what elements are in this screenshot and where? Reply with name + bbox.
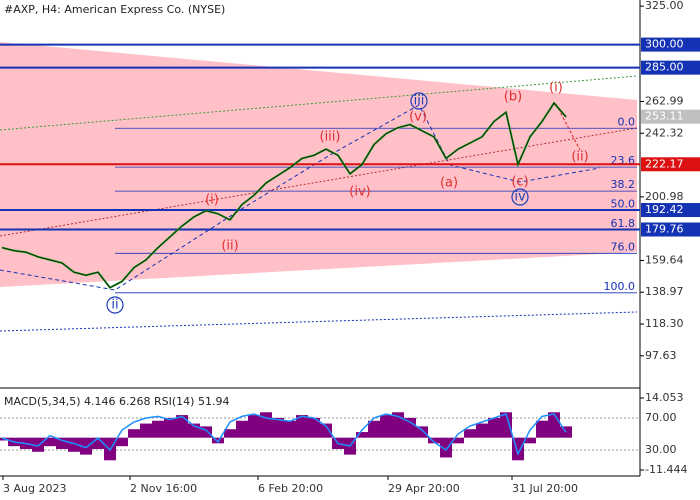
level-box	[641, 203, 700, 218]
y-tick-label: 138.97	[645, 285, 684, 298]
macd-bar	[236, 420, 248, 438]
macd-bar	[368, 420, 380, 438]
y-tick-label: 325.00	[645, 0, 684, 12]
rsi-tick-label: 30.00	[645, 443, 677, 456]
wave-circle	[410, 92, 428, 110]
fib-label: 61.8	[611, 217, 636, 230]
wave-label: (i)	[549, 81, 563, 96]
wave-label: (i)	[205, 193, 219, 208]
wave-label: (iv)	[349, 185, 370, 200]
macd-bar	[116, 437, 128, 447]
macd-tick-label: -11.444	[645, 463, 687, 476]
wave-label: (c)	[511, 175, 528, 190]
macd-bar	[488, 417, 500, 438]
macd-bar	[44, 437, 56, 447]
indicator-label: MACD(5,34,5) 4.146 6.268 RSI(14) 51.94	[4, 395, 229, 408]
x-tick-label: 29 Apr 20:00	[388, 482, 460, 495]
y-tick-label: 242.32	[645, 126, 684, 139]
macd-bar	[140, 423, 152, 438]
x-tick-label: 6 Feb 20:00	[258, 482, 323, 495]
fib-label: 76.0	[611, 240, 636, 253]
fib-label: 50.0	[611, 198, 636, 211]
y-tick-label: 200.98	[645, 190, 684, 203]
macd-bar	[476, 423, 488, 438]
macd-bar	[404, 417, 416, 438]
level-box	[641, 222, 700, 237]
macd-bar	[164, 417, 176, 438]
macd-bar	[176, 415, 188, 438]
level-label: 300.00	[645, 38, 684, 51]
level-label: 179.76	[645, 223, 684, 236]
macd-bar	[308, 417, 320, 438]
macd-bar	[128, 429, 140, 438]
level-label: 192.42	[645, 203, 684, 216]
y-tick-label: 262.99	[645, 95, 684, 108]
macd-bar	[536, 420, 548, 438]
level-label: 285.00	[645, 61, 684, 74]
macd-bar	[200, 426, 212, 438]
wave-label: (v)	[409, 110, 427, 125]
level-box	[641, 157, 700, 172]
wave-label: (iii)	[320, 130, 341, 145]
fib-label: 100.0	[604, 280, 636, 293]
x-tick-label: 2 Nov 16:00	[130, 482, 197, 495]
macd-bar	[296, 415, 308, 438]
macd-bar	[152, 420, 164, 438]
macd-bar	[452, 437, 464, 444]
wave-line	[0, 104, 601, 291]
macd-bar	[92, 437, 104, 449]
macd-bar	[224, 429, 236, 438]
price-line-shadow	[1, 102, 567, 288]
macd-bar	[380, 415, 392, 438]
trend-line	[0, 75, 638, 131]
macd-bar	[524, 437, 536, 444]
fib-label: 38.2	[611, 178, 636, 191]
macd-bar	[428, 437, 440, 444]
wave-label: (b)	[504, 90, 522, 105]
wave-circle	[511, 188, 529, 206]
macd-bar	[248, 415, 260, 438]
rsi-tick-label: 70.00	[645, 411, 677, 424]
projection	[555, 103, 581, 151]
x-tick-label: 31 Jul 20:00	[512, 482, 578, 495]
level-label: 222.17	[645, 157, 684, 170]
price-box	[641, 109, 700, 124]
macd-bar	[68, 437, 80, 452]
macd-bar	[356, 432, 368, 438]
y-tick-label: 97.63	[645, 349, 677, 362]
price-label: 253.11	[645, 110, 684, 123]
macd-bar	[320, 423, 332, 438]
wave-label: iii	[414, 94, 425, 109]
wave-label: (ii)	[221, 239, 238, 254]
chart-title: #AXP, H4: American Express Co. (NYSE)	[4, 3, 225, 16]
macd-bar	[416, 426, 428, 438]
y-tick-label: 159.64	[645, 253, 684, 266]
wave-label: iv	[514, 190, 526, 205]
fib-label: 0.0	[618, 115, 636, 128]
macd-bar	[500, 412, 512, 438]
level-box	[641, 37, 700, 52]
macd-bar	[440, 437, 452, 458]
macd-bar	[464, 429, 476, 438]
macd-bar	[548, 412, 560, 438]
macd-bar	[32, 437, 44, 452]
level-box	[641, 60, 700, 75]
macd-bar	[56, 437, 68, 449]
y-tick-label: 118.30	[645, 317, 684, 330]
wave-circle	[106, 296, 124, 314]
x-tick-label: 3 Aug 2023	[3, 482, 66, 495]
macd-tick-label: 14.053	[645, 391, 684, 404]
macd-bar	[272, 417, 284, 438]
wave-label: (a)	[440, 176, 458, 191]
macd-bar	[284, 420, 296, 438]
wave-label: ii	[111, 298, 118, 313]
rsi-line	[1, 413, 567, 457]
macd-bar	[80, 437, 92, 455]
macd-bar	[212, 437, 224, 444]
wave-label: (ii)	[571, 150, 588, 165]
